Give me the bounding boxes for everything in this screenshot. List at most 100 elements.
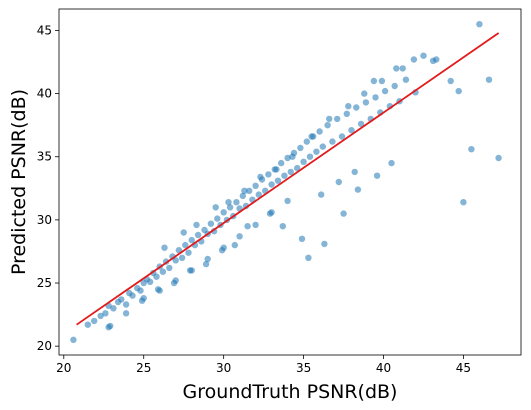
data-point [110, 305, 117, 312]
data-point [485, 76, 493, 83]
x-tick-label: 20 [56, 361, 71, 375]
data-point [381, 87, 389, 95]
data-point [194, 231, 202, 239]
data-point [204, 255, 211, 263]
fit-line [76, 32, 500, 326]
data-point [298, 235, 306, 242]
data-point [252, 182, 259, 189]
data-point [321, 240, 328, 248]
data-point [122, 301, 130, 308]
y-tick-label: 30 [37, 213, 52, 227]
data-point [225, 199, 232, 206]
data-point [326, 115, 333, 123]
data-point [410, 56, 418, 63]
x-tick-label: 35 [296, 361, 311, 375]
x-tick-label: 45 [456, 361, 471, 375]
data-point [340, 210, 347, 217]
data-point [102, 310, 109, 317]
data-point [91, 317, 98, 325]
data-point [354, 186, 362, 193]
data-point [370, 77, 378, 85]
data-point [284, 154, 291, 162]
data-point [241, 187, 248, 194]
x-axis-label: GroundTruth PSNR(dB) [183, 381, 398, 403]
data-point [402, 76, 410, 83]
data-point [255, 191, 262, 198]
data-point [220, 209, 227, 216]
data-point [273, 166, 280, 173]
data-point [214, 215, 221, 222]
data-point [294, 164, 301, 172]
data-point [182, 241, 189, 249]
data-point [137, 287, 144, 294]
data-point [244, 223, 251, 230]
data-point [97, 312, 104, 320]
data-point [233, 199, 240, 206]
data-point [308, 133, 315, 140]
data-point [146, 278, 154, 285]
data-point [433, 56, 440, 63]
data-point [329, 138, 336, 145]
data-point [391, 82, 398, 90]
data-point [207, 220, 215, 227]
data-point [70, 336, 77, 343]
data-point [305, 254, 312, 261]
data-point [193, 221, 200, 229]
data-point [140, 295, 147, 302]
data-point [212, 204, 219, 211]
data-point [345, 103, 352, 110]
data-point [156, 287, 163, 294]
data-point [313, 148, 320, 155]
data-point [324, 122, 331, 129]
data-point [357, 120, 365, 128]
data-point [300, 158, 307, 165]
data-point [319, 143, 326, 150]
data-point [468, 146, 475, 153]
y-axis-ticks: 20 25 30 35 40 45 [37, 23, 59, 353]
data-point [297, 144, 304, 152]
data-point [122, 310, 130, 317]
data-point [278, 159, 285, 167]
y-tick-label: 40 [37, 87, 52, 101]
data-point [343, 110, 350, 118]
data-point [316, 128, 323, 135]
data-point [393, 65, 400, 72]
data-point [460, 199, 467, 206]
y-tick-label: 20 [37, 339, 52, 353]
data-point [161, 244, 168, 251]
data-point [378, 77, 386, 85]
data-point [265, 171, 272, 178]
data-point [172, 257, 179, 264]
data-point [188, 236, 195, 244]
data-point [172, 277, 179, 284]
data-point [107, 322, 114, 330]
data-point [274, 177, 282, 184]
data-point [153, 273, 160, 280]
data-point [373, 172, 381, 179]
data-point [495, 154, 502, 162]
y-tick-label: 35 [37, 150, 52, 164]
data-point [447, 77, 454, 85]
data-point [318, 191, 325, 198]
data-point [129, 292, 136, 299]
data-point [351, 168, 358, 176]
data-point [420, 52, 427, 59]
data-point [399, 65, 406, 72]
data-point [289, 153, 296, 160]
data-point [188, 267, 195, 274]
data-point [303, 138, 310, 145]
data-point [239, 192, 246, 200]
data-point [306, 153, 314, 160]
plot-frame [58, 8, 522, 356]
data-point [252, 221, 259, 229]
data-point [178, 254, 186, 261]
data-point [268, 209, 275, 216]
data-point [236, 233, 243, 240]
data-point [180, 229, 187, 236]
data-point [372, 94, 379, 101]
data-point [361, 90, 368, 97]
x-axis-ticks: 20 25 30 35 40 45 [56, 355, 471, 375]
x-tick-label: 40 [376, 361, 391, 375]
data-point [335, 178, 342, 186]
